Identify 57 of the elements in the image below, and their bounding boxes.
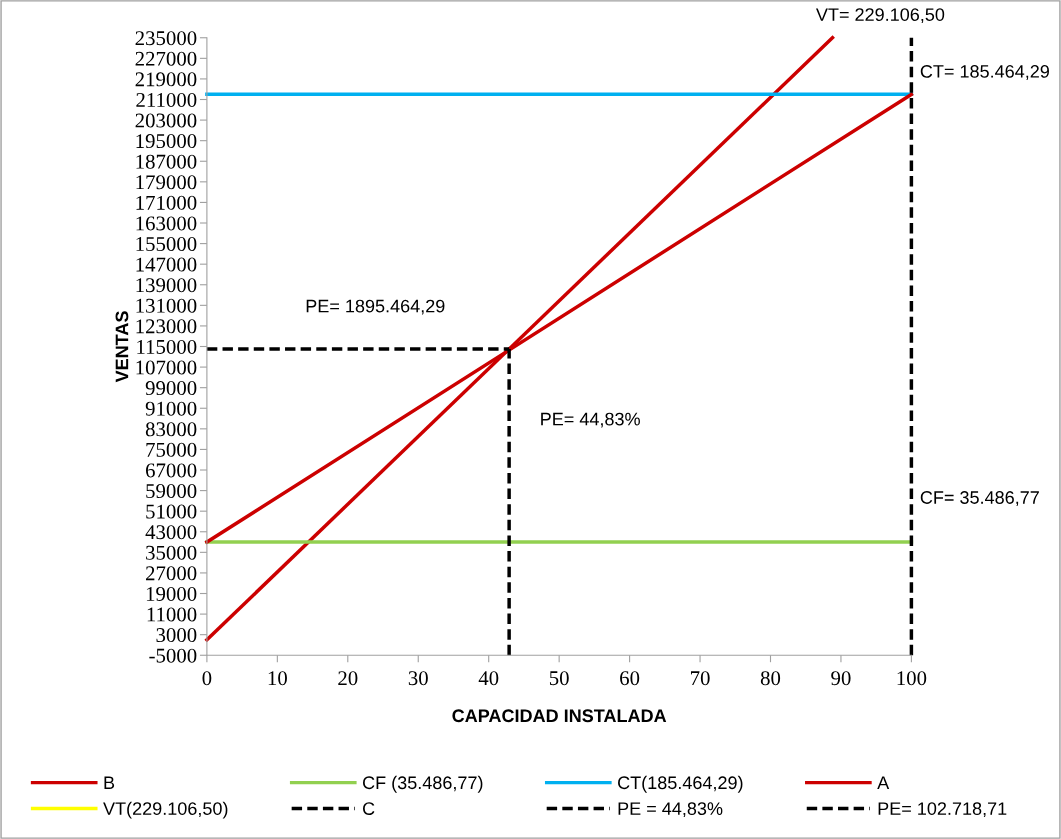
y-tick-label: 155000 bbox=[136, 236, 197, 252]
x-axis-title: CAPACIDAD INSTALADA bbox=[452, 709, 667, 723]
y-tick-label: 195000 bbox=[136, 134, 197, 149]
y-tick-label: 99000 bbox=[145, 381, 197, 396]
x-tick-label: 100 bbox=[897, 671, 927, 686]
text: CF= 35.486,77 bbox=[920, 491, 1039, 507]
legend-label: B bbox=[104, 776, 115, 789]
y-axis-title: VENTAS bbox=[115, 311, 129, 383]
y-tick-label: 83000 bbox=[145, 422, 197, 437]
y-tick-label: 163000 bbox=[136, 216, 197, 231]
y-tick-label: 107000 bbox=[136, 360, 197, 375]
y-tick-label: 19000 bbox=[146, 586, 197, 601]
y-tick-label: 211000 bbox=[136, 92, 197, 107]
text: CT= 185.464,29 bbox=[920, 65, 1049, 80]
y-tick-label: 11000 bbox=[147, 607, 197, 622]
y-tick-label: 187000 bbox=[136, 154, 197, 169]
annotation: PE= 44,83% bbox=[541, 412, 640, 428]
legend-label: PE = 44,83% bbox=[618, 802, 723, 818]
y-tick-label: 203000 bbox=[135, 113, 197, 128]
text: VT= 229.106,50 bbox=[815, 8, 945, 24]
x-tick-label: 50 bbox=[549, 671, 569, 686]
y-tick-label: 179000 bbox=[136, 175, 197, 190]
x-tick-label: 70 bbox=[691, 671, 710, 686]
y-tick-label: 147000 bbox=[136, 257, 197, 272]
y-tick-label: 139000 bbox=[136, 278, 197, 293]
y-tick-label: 171000 bbox=[136, 195, 197, 210]
x-tick-label: 60 bbox=[620, 671, 640, 686]
x-tick-label: 10 bbox=[268, 671, 287, 686]
y-tick-label: 115000 bbox=[137, 339, 197, 354]
legend-label: CT(185.464,29) bbox=[618, 775, 743, 793]
y-tick-label: 35000 bbox=[146, 545, 197, 560]
y-tick-label: 91000 bbox=[145, 401, 197, 416]
y-tick-label: 3000 bbox=[156, 628, 197, 643]
y-tick-label: 219000 bbox=[135, 72, 197, 87]
y-tick-label: 131000 bbox=[136, 298, 197, 313]
legend-label: VT(229.106,50) bbox=[103, 801, 228, 819]
y-tick-label: 43000 bbox=[145, 525, 197, 540]
y-tick-label: 235000 bbox=[135, 31, 197, 46]
y-tick-label: 27000 bbox=[146, 566, 197, 581]
x-tick-label: 0 bbox=[202, 671, 212, 686]
annotation: PE= 1895.464,29 bbox=[306, 299, 445, 315]
x-tick-label: 90 bbox=[831, 671, 851, 686]
y-tick-label: 75000 bbox=[146, 442, 197, 457]
y-tick-label: 227000 bbox=[135, 51, 197, 66]
x-tick-label: 40 bbox=[478, 671, 499, 686]
legend-label: PE= 102.718,71 bbox=[878, 802, 1007, 818]
y-tick-label: 123000 bbox=[136, 319, 197, 334]
y-tick-label: -5000 bbox=[149, 648, 197, 663]
x-tick-label: 20 bbox=[338, 671, 358, 686]
x-tick-label: 30 bbox=[408, 671, 428, 686]
legend-label: CF (35.486,77) bbox=[363, 775, 483, 793]
y-tick-label: 51000 bbox=[146, 504, 197, 519]
y-tick-label: 67000 bbox=[145, 463, 197, 478]
legend-label: C bbox=[363, 802, 375, 815]
legend-label: A bbox=[877, 776, 890, 789]
x-tick-label: 80 bbox=[760, 671, 781, 686]
y-tick-label: 59000 bbox=[146, 483, 197, 499]
